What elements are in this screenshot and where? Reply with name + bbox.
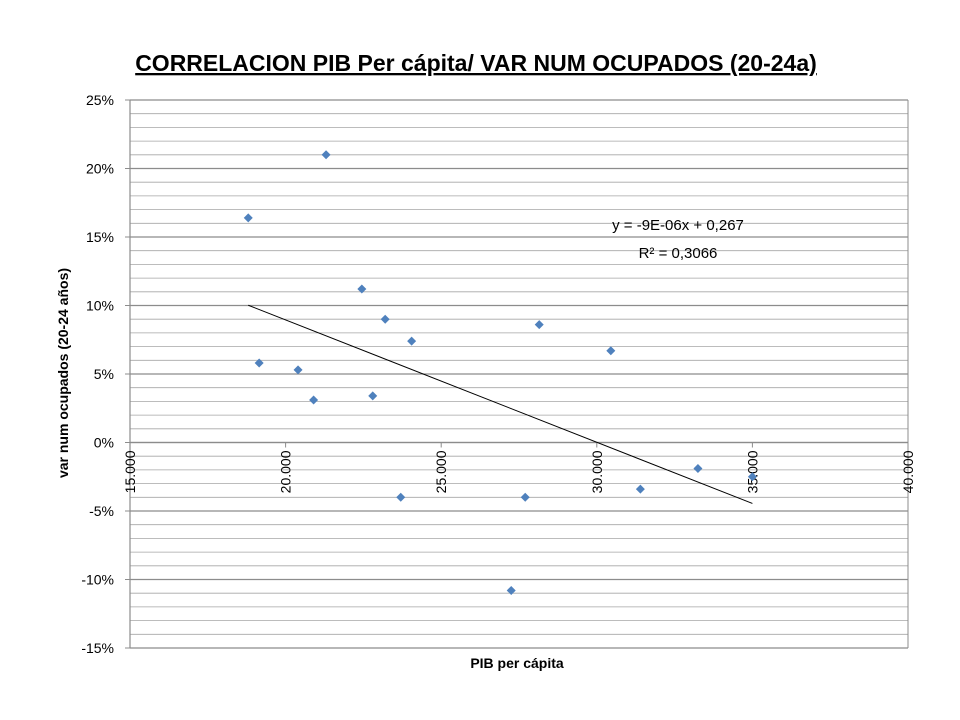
data-point: [635, 484, 645, 494]
data-point: [693, 464, 703, 474]
y-tick-label: -15%: [81, 640, 114, 656]
data-point: [243, 213, 253, 223]
y-tick-label: 20%: [86, 161, 114, 177]
data-point: [380, 314, 390, 324]
data-point: [254, 358, 264, 368]
x-tick-label: 15.000: [122, 450, 138, 493]
y-tick-labels: -15% -10% -5% 0% 5% 10% 15% 20% 25%: [81, 92, 114, 656]
x-tick-labels: 15.000 20.000 25.000 30.000 35.000 40.000: [122, 450, 916, 493]
data-point: [606, 346, 616, 356]
data-point: [747, 472, 757, 482]
x-tick-label: 25.000: [433, 450, 449, 493]
data-point: [396, 492, 406, 502]
data-point: [293, 365, 303, 375]
data-point: [534, 320, 544, 330]
trendline: [248, 304, 753, 504]
r-squared-label: R² = 0,3066: [639, 245, 718, 262]
y-tick-label: -10%: [81, 572, 114, 588]
data-point: [368, 391, 378, 401]
data-point: [309, 395, 319, 405]
data-point: [520, 492, 530, 502]
data-point: [321, 150, 331, 160]
y-tick-label: 15%: [86, 229, 114, 245]
data-point: [407, 336, 417, 346]
gridlines: [130, 99, 908, 649]
x-axis-label: PIB per cápita: [470, 655, 564, 671]
data-point: [357, 284, 367, 294]
x-tick-label: 40.000: [900, 450, 916, 493]
y-tick-label: -5%: [89, 503, 114, 519]
y-axis-label: var num ocupados (20-24 años): [55, 268, 71, 478]
x-tick-label: 20.000: [278, 450, 294, 493]
axes: [125, 99, 909, 649]
chart-title: CORRELACION PIB Per cápita/ VAR NUM OCUP…: [135, 50, 817, 76]
data-point: [506, 585, 516, 595]
x-tick-label: 35.000: [744, 450, 760, 493]
data-points: [243, 150, 757, 595]
y-tick-label: 5%: [94, 366, 114, 382]
y-tick-label: 10%: [86, 298, 114, 314]
trendline-equation: y = -9E-06x + 0,267: [612, 217, 744, 234]
y-tick-label: 0%: [94, 435, 114, 451]
x-tick-label: 30.000: [589, 450, 605, 493]
y-tick-label: 25%: [86, 92, 114, 108]
